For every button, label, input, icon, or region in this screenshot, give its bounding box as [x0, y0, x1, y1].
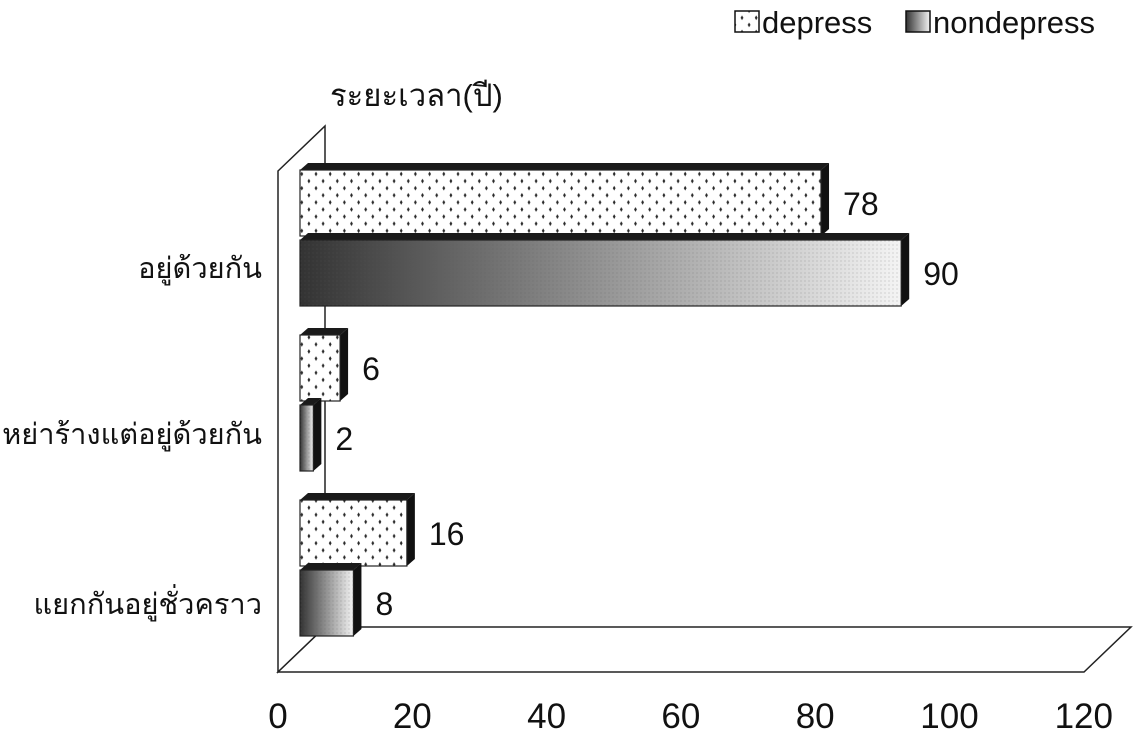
x-tick-label-5: 100: [920, 697, 978, 734]
x-tick-label-0: 0: [268, 697, 287, 734]
value-label-nondepress-1: 2: [335, 421, 353, 457]
bar-nondepress-0-depth: [901, 233, 910, 306]
bar-depress-1-depth: [340, 328, 349, 401]
y-axis-title: ระยะเวลา(ปี): [330, 78, 503, 113]
value-label-depress-0: 78: [843, 186, 879, 222]
value-label-depress-2: 16: [429, 516, 465, 552]
bar-nondepress-2-stipple: [300, 570, 354, 636]
category-label-0: อยู่ด้วยกัน: [138, 253, 262, 286]
legend: depress nondepress: [734, 5, 1095, 40]
bar-nondepress-2-top: [300, 563, 362, 570]
x-tick-label-4: 80: [796, 697, 835, 734]
bar-depress-0-depth: [821, 163, 830, 236]
category-label-2: แยกกันอยู่ชั่วคราว: [33, 584, 262, 622]
bar-depress-1: [299, 334, 341, 402]
bar-depress-2-top: [300, 493, 415, 500]
x-tick-label-2: 40: [527, 697, 566, 734]
bar-depress-0: [299, 169, 822, 237]
legend-swatch-nondepress: [905, 10, 931, 33]
category-label-1: หย่าร้างแต่อยู่ด้วยกัน: [2, 419, 262, 452]
legend-swatch-depress: [734, 10, 760, 33]
value-label-depress-1: 6: [362, 351, 380, 387]
legend-label-nondepress: nondepress: [933, 5, 1095, 40]
x-tick-label-6: 120: [1055, 697, 1113, 734]
bar-nondepress-1-depth: [313, 398, 322, 471]
bar-nondepress-0-top: [300, 233, 910, 240]
value-label-nondepress-0: 90: [923, 256, 959, 292]
x-tick-label-3: 60: [661, 697, 700, 734]
value-label-nondepress-2: 8: [375, 586, 393, 622]
bar-nondepress-0-stipple: [300, 240, 902, 306]
floor: [276, 626, 1133, 673]
bar-depress-2: [299, 499, 408, 567]
bar-nondepress-2-depth: [353, 563, 362, 636]
bar-depress-1-top: [300, 328, 349, 335]
x-tick-label-1: 20: [393, 697, 432, 734]
bar-depress-0-top: [300, 163, 830, 170]
bar-nondepress-1-stipple: [300, 405, 314, 471]
bar-depress-2-depth: [406, 493, 415, 566]
bar-nondepress-1-top: [300, 398, 322, 405]
legend-label-depress: depress: [762, 5, 872, 40]
